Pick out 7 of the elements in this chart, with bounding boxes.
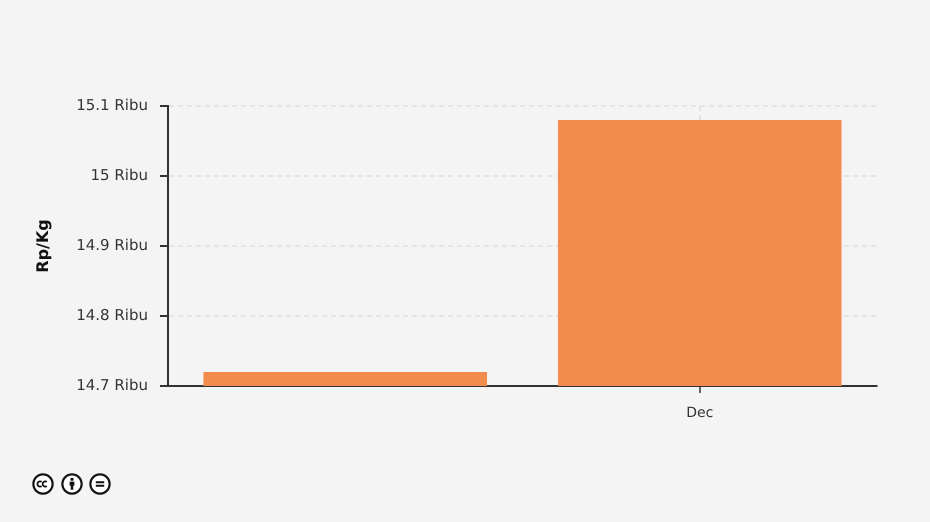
- y-tick-label: 14.9 Ribu: [76, 236, 148, 254]
- y-tick-label: 15 Ribu: [90, 166, 148, 184]
- x-tick-label: Dec: [686, 405, 714, 422]
- y-axis-title: Rp/Kg: [32, 219, 52, 273]
- y-tick-label: 14.7 Ribu: [76, 376, 148, 394]
- y-tick-label: 14.8 Ribu: [76, 306, 148, 324]
- y-tick-label: 15.1 Ribu: [76, 96, 148, 114]
